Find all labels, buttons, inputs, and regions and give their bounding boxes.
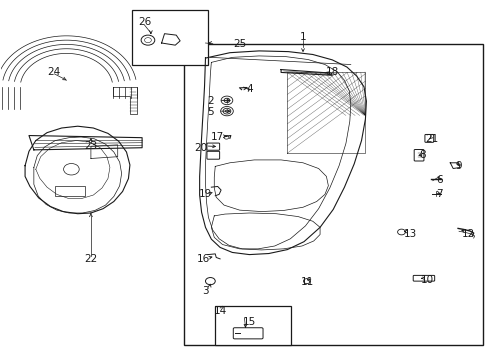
Text: 17: 17	[211, 132, 224, 142]
Text: 22: 22	[84, 254, 97, 264]
Text: 12: 12	[461, 229, 474, 239]
Text: 11: 11	[301, 277, 314, 287]
Text: 14: 14	[213, 306, 226, 316]
Text: 23: 23	[84, 141, 97, 151]
Text: 19: 19	[199, 189, 212, 199]
Text: 13: 13	[403, 229, 416, 239]
Text: 25: 25	[232, 39, 246, 49]
Text: 18: 18	[325, 67, 338, 77]
Text: 5: 5	[206, 107, 213, 117]
Text: 26: 26	[138, 17, 151, 27]
Text: 3: 3	[202, 286, 208, 296]
Bar	[132, 10, 207, 65]
Bar	[183, 44, 483, 345]
Text: 10: 10	[420, 275, 433, 285]
Text: 2: 2	[206, 96, 213, 106]
Text: 15: 15	[242, 317, 256, 327]
Text: 9: 9	[455, 161, 462, 171]
Text: 6: 6	[435, 175, 442, 185]
Text: 16: 16	[196, 254, 209, 264]
Text: 20: 20	[194, 143, 207, 153]
Bar	[55, 186, 84, 196]
Text: 8: 8	[418, 150, 425, 160]
Text: 4: 4	[245, 84, 252, 94]
Text: 7: 7	[435, 189, 442, 199]
Bar	[215, 306, 290, 345]
Text: 21: 21	[425, 134, 438, 144]
Text: 1: 1	[299, 32, 305, 41]
Text: 24: 24	[48, 67, 61, 77]
